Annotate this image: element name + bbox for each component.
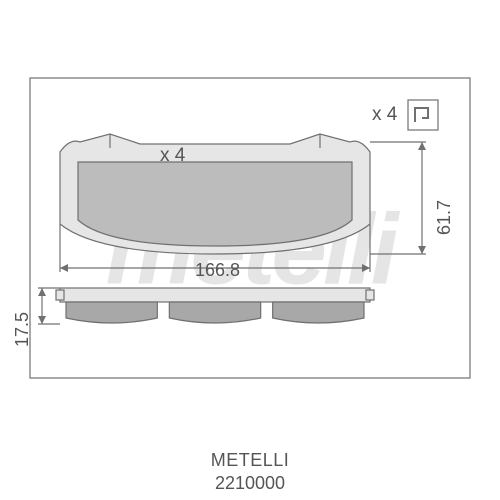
qty-clip-label: x 4 <box>372 104 397 126</box>
brand-name: METELLI <box>0 450 500 471</box>
part-number: 2210000 <box>0 473 500 494</box>
technical-drawing <box>0 0 500 500</box>
diagram-canvas: metelli x 4 x 4 166.8 61.7 17.5 METELLI … <box>0 0 500 500</box>
qty-main-label: x 4 <box>160 145 185 167</box>
dim-thickness-label: 17.5 <box>12 312 33 347</box>
dim-height-label: 61.7 <box>434 200 455 235</box>
dim-width-label: 166.8 <box>195 260 240 281</box>
caption: METELLI 2210000 <box>0 450 500 494</box>
